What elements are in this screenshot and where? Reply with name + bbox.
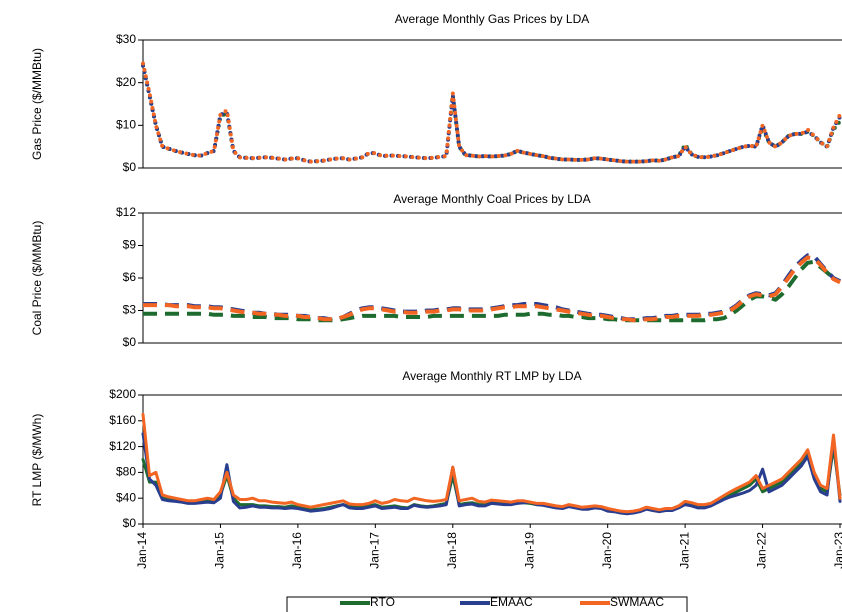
y-tick-label: $12: [116, 205, 136, 219]
x-tick-label: Jan-23: [832, 532, 842, 569]
y-tick-label: $10: [116, 118, 136, 132]
x-tick-label: Jan-17: [368, 532, 382, 569]
y-tick-label: $6: [123, 270, 137, 284]
y-tick-label: $0: [123, 516, 137, 530]
chart-title: Average Monthly Gas Prices by LDA: [395, 12, 590, 26]
x-tick-label: Jan-21: [677, 532, 691, 569]
chart-title: Average Monthly RT LMP by LDA: [402, 369, 581, 383]
x-tick-label: Jan-16: [290, 532, 304, 569]
y-axis-title: Coal Price ($/MMBtu): [30, 221, 44, 336]
x-tick-label: Jan-15: [213, 532, 227, 569]
x-tick-label: Jan-18: [445, 532, 459, 569]
series-line: [141, 412, 842, 514]
y-tick-label: $30: [116, 32, 136, 46]
x-tick-label: Jan-14: [135, 532, 149, 569]
series-line: [143, 259, 841, 323]
y-tick-label: $160: [109, 413, 136, 427]
series-line: [141, 61, 842, 164]
x-tick-label: Jan-19: [522, 532, 536, 569]
y-tick-label: $3: [123, 303, 137, 317]
chart-title: Average Monthly Coal Prices by LDA: [393, 192, 590, 206]
y-tick-label: $20: [116, 75, 136, 89]
legend-label: RTO: [370, 595, 395, 609]
y-tick-label: $200: [109, 387, 136, 401]
x-tick-label: Jan-20: [600, 532, 614, 569]
series-line: [143, 255, 841, 323]
y-tick-label: $0: [123, 335, 137, 349]
legend-label: SWMAAC: [610, 595, 664, 609]
y-tick-label: $80: [116, 465, 136, 479]
y-axis-title: Gas Price ($/MMBtu): [30, 48, 44, 160]
series-line: [141, 432, 842, 516]
legend-label: EMAAC: [490, 595, 533, 609]
plot-frame: [142, 39, 842, 169]
y-tick-label: $9: [123, 238, 137, 252]
y-tick-label: $120: [109, 439, 136, 453]
y-tick-label: $40: [116, 490, 136, 504]
y-tick-label: $0: [123, 160, 137, 174]
plot-frame: [142, 212, 842, 344]
x-tick-label: Jan-22: [755, 532, 769, 569]
y-axis-title: RT LMP ($/MWh): [30, 414, 44, 507]
series-line: [141, 63, 842, 164]
